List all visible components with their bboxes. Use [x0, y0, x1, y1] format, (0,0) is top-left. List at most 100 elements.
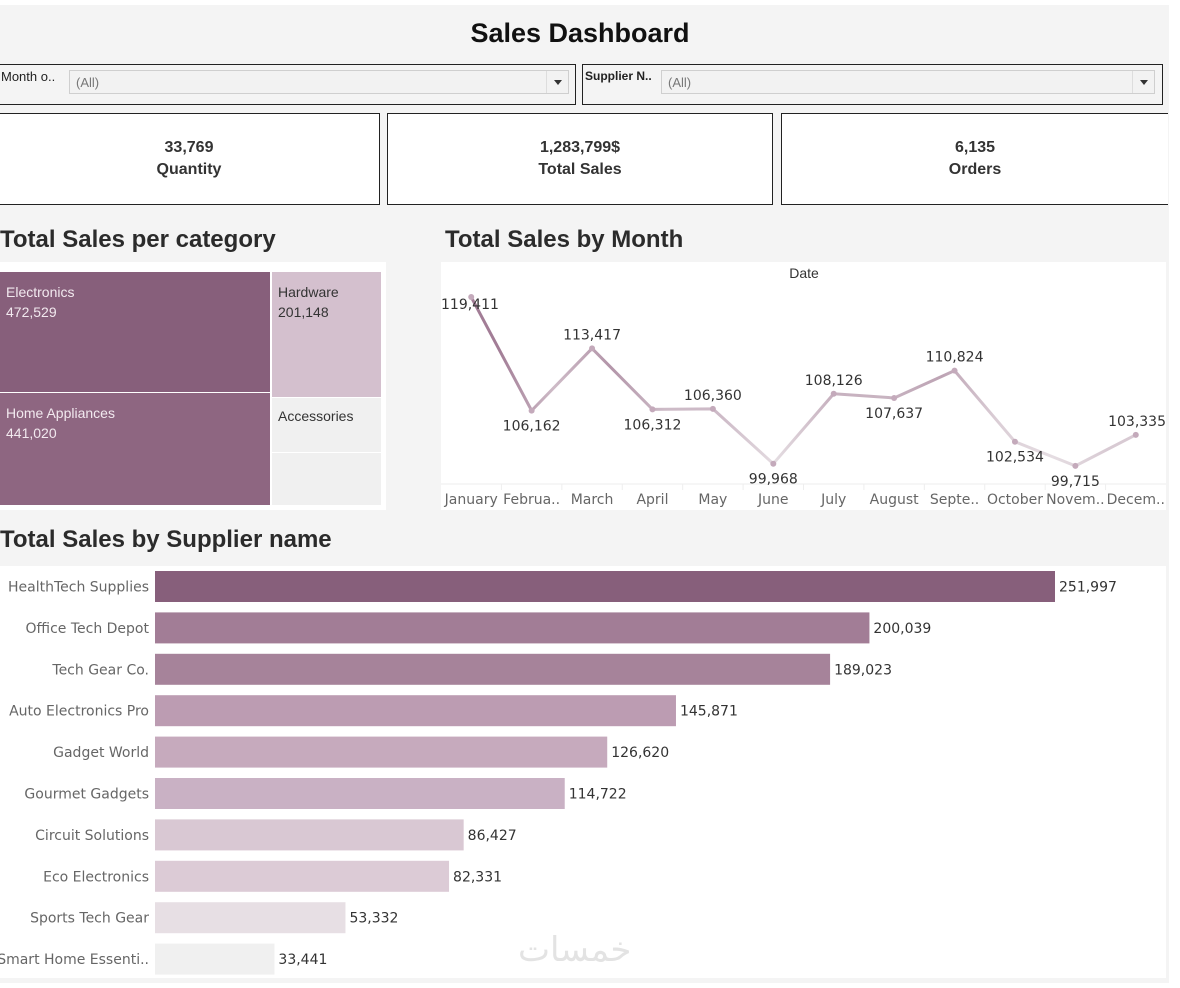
treemap-value: 472,529	[6, 304, 57, 320]
line-data-label: 113,417	[563, 327, 621, 343]
line-data-label: 106,360	[684, 388, 742, 404]
kpi-quantity-value: 33,769	[164, 139, 214, 156]
kpi-orders-value: 6,135	[954, 139, 996, 156]
line-point[interactable]	[528, 407, 535, 414]
line-point[interactable]	[1132, 431, 1139, 438]
line-point[interactable]	[1011, 438, 1018, 445]
x-tick-label: Septe..	[930, 492, 979, 508]
supplier-bar[interactable]	[155, 778, 565, 809]
bar-value-label: 126,620	[611, 745, 669, 761]
x-tick-label: October	[987, 492, 1043, 508]
page-title: Sales Dashboard	[470, 18, 690, 48]
supplier-name-label: Sports Tech Gear	[30, 911, 149, 927]
category-treemap: Electronics 472,529 Home Appliances 441,…	[0, 262, 386, 510]
kpi-quantity-card: 33,769 Quantity	[0, 113, 380, 205]
line-data-label: 110,824	[926, 350, 984, 366]
x-tick-label: January	[444, 492, 498, 508]
month-filter-label: Month o..	[1, 69, 56, 84]
supplier-name-label: Gourmet Gadgets	[24, 787, 149, 803]
line-point[interactable]	[830, 390, 837, 397]
x-tick-label: July	[820, 492, 846, 508]
supplier-bar[interactable]	[155, 736, 608, 768]
supplier-name-label: Smart Home Essenti..	[0, 952, 149, 968]
bar-value-label: 33,441	[278, 952, 327, 968]
supplier-name-label: Office Tech Depot	[26, 621, 150, 637]
line-point[interactable]	[951, 367, 958, 374]
line-point[interactable]	[468, 294, 475, 301]
line-point[interactable]	[770, 460, 777, 467]
month-section-title: Total Sales by Month	[445, 226, 684, 253]
line-data-label: 99,968	[749, 472, 798, 488]
supplier-filter-dropdown[interactable]: (All)	[661, 70, 1155, 94]
treemap-label: Electronics	[6, 284, 75, 300]
x-tick-label: May	[698, 492, 727, 508]
supplier-bar[interactable]	[155, 571, 1055, 602]
line-point[interactable]	[709, 405, 716, 412]
kpi-total-sales-value: 1,283,799$	[539, 139, 621, 156]
supplier-bar[interactable]	[155, 860, 450, 892]
month-filter: Month o.. (All)	[0, 64, 576, 105]
line-data-label: 108,126	[805, 373, 863, 389]
supplier-filter: Supplier N.. (All)	[582, 64, 1163, 105]
treemap-cell-other[interactable]	[272, 453, 381, 505]
x-tick-label: Novem..	[1046, 492, 1104, 508]
supplier-filter-label: Supplier N..	[585, 69, 652, 83]
supplier-section-title: Total Sales by Supplier name	[0, 526, 332, 553]
line-data-label: 119,411	[441, 297, 499, 313]
supplier-sales-bar-chart: HealthTech Supplies 251,997 Office Tech De…	[0, 566, 1166, 978]
bar-value-label: 145,871	[680, 704, 738, 720]
bar-value-label: 251,997	[1059, 580, 1117, 596]
chevron-down-icon[interactable]	[1132, 71, 1154, 93]
treemap-cell-home-appliances[interactable]: Home Appliances 441,020	[0, 393, 270, 505]
x-tick-label: April	[636, 492, 668, 508]
supplier-filter-value: (All)	[668, 75, 692, 90]
bar-value-label: 200,039	[873, 621, 931, 637]
supplier-name-label: HealthTech Supplies	[8, 580, 149, 596]
bar-value-label: 189,023	[834, 662, 892, 678]
watermark-logo: خمسات	[518, 930, 632, 970]
line-point[interactable]	[589, 345, 596, 352]
supplier-name-label: Tech Gear Co.	[51, 662, 149, 678]
bar-value-label: 86,427	[468, 828, 517, 844]
treemap-cell-accessories[interactable]: Accessories	[272, 398, 381, 452]
treemap-label: Accessories	[278, 408, 354, 424]
supplier-bar[interactable]	[155, 943, 275, 975]
chevron-down-icon[interactable]	[546, 71, 568, 93]
supplier-name-label: Auto Electronics Pro	[9, 704, 149, 720]
supplier-bar[interactable]	[155, 612, 870, 644]
treemap-label: Hardware	[278, 284, 339, 300]
treemap-cell-hardware[interactable]: Hardware 201,148	[272, 272, 381, 397]
monthly-sales-line-chart: Date 119,411 January 106,162 Februa.. 113,417…	[441, 262, 1166, 510]
supplier-bar[interactable]	[155, 902, 346, 934]
month-filter-value: (All)	[76, 75, 100, 90]
line-point[interactable]	[1072, 462, 1079, 469]
line-data-label: 102,534	[986, 450, 1044, 466]
supplier-name-label: Gadget World	[53, 745, 149, 761]
x-tick-label: March	[571, 492, 614, 508]
month-filter-dropdown[interactable]: (All)	[69, 70, 569, 94]
bar-chart-svg: HealthTech Supplies 251,997 Office Tech De…	[0, 566, 1117, 978]
category-section-title: Total Sales per category	[0, 226, 276, 253]
sales-line	[469, 296, 1137, 468]
x-tick-label: June	[757, 492, 789, 508]
kpi-orders-card: 6,135 Orders	[781, 113, 1168, 205]
line-data-label: 106,162	[503, 419, 561, 435]
x-tick-label: Februa..	[503, 492, 560, 508]
bar-value-label: 114,722	[569, 787, 627, 803]
line-data-label: 103,335	[1108, 414, 1166, 430]
x-tick-label: Decem..	[1107, 492, 1165, 508]
line-header-label: Date	[789, 265, 819, 281]
kpi-total-sales-card: 1,283,799$ Total Sales	[387, 113, 773, 205]
supplier-name-label: Eco Electronics	[43, 869, 149, 885]
treemap-label: Home Appliances	[6, 405, 115, 421]
bar-label-pane	[0, 566, 155, 978]
supplier-name-label: Circuit Solutions	[35, 828, 149, 844]
supplier-bar[interactable]	[155, 653, 831, 685]
line-point[interactable]	[891, 394, 898, 401]
treemap-cell-electronics[interactable]: Electronics 472,529	[0, 272, 270, 392]
supplier-bar[interactable]	[155, 695, 676, 727]
treemap-value: 441,020	[6, 425, 57, 441]
line-point[interactable]	[649, 406, 656, 413]
kpi-total-sales-label: Total Sales	[538, 161, 622, 178]
supplier-bar[interactable]	[155, 819, 464, 851]
